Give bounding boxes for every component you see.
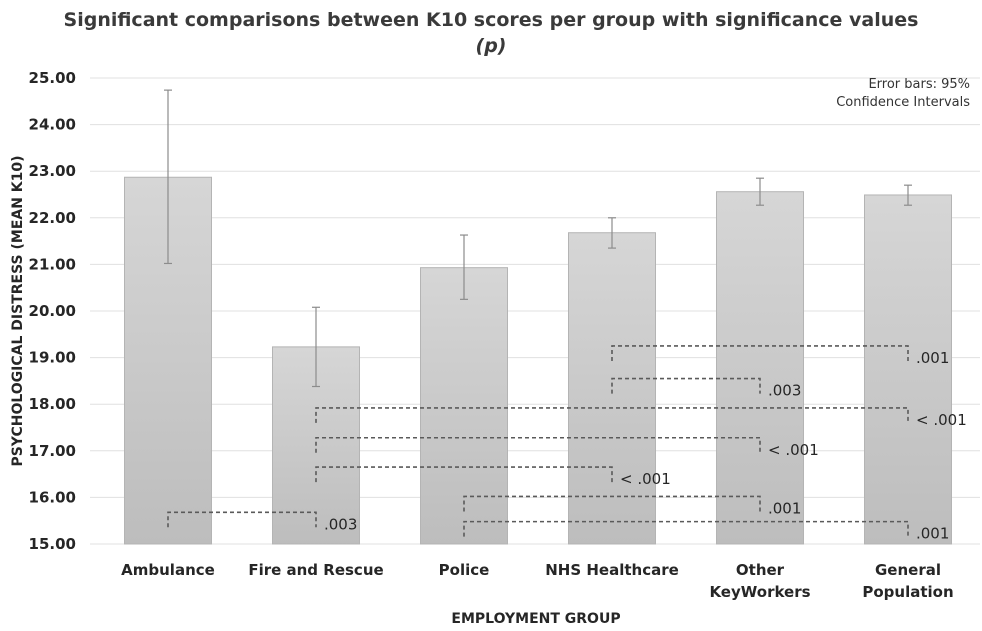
significance-label: < .001 xyxy=(620,470,671,488)
significance-bracket xyxy=(611,377,761,394)
x-axis-label: EMPLOYMENT GROUP xyxy=(451,611,620,627)
significance-bracket xyxy=(463,495,761,512)
significance-label: .003 xyxy=(768,382,801,400)
significance-label: < .001 xyxy=(916,411,967,429)
significance-bracket xyxy=(315,466,613,483)
gridlines xyxy=(90,77,980,545)
bar xyxy=(568,232,656,545)
y-tick-label: 19.00 xyxy=(29,349,76,367)
significance-bracket xyxy=(315,436,761,453)
y-tick-label: 18.00 xyxy=(29,395,76,413)
x-category-label: Population xyxy=(862,583,953,601)
x-category-label: Other xyxy=(736,561,785,579)
y-tick-label: 17.00 xyxy=(29,442,76,460)
x-category-label: Fire and Rescue xyxy=(248,561,383,579)
significance-label: .001 xyxy=(768,499,801,517)
x-category-label: NHS Healthcare xyxy=(545,561,679,579)
y-tick-label: 22.00 xyxy=(29,209,76,227)
y-tick-label: 24.00 xyxy=(29,116,76,134)
error-bars xyxy=(164,89,912,388)
bars xyxy=(124,176,952,545)
x-category-label: KeyWorkers xyxy=(709,583,810,601)
x-category-label: Ambulance xyxy=(121,561,215,579)
significance-brackets: .001 .003 < .001 < .001 < .001 .001 .003 .001 xyxy=(167,345,967,543)
y-tick-label: 23.00 xyxy=(29,162,76,180)
significance-bracket xyxy=(463,520,909,537)
significance-label: .001 xyxy=(916,349,949,367)
significance-bracket xyxy=(315,407,909,423)
x-category-label: General xyxy=(875,561,941,579)
x-category-label: Police xyxy=(439,561,490,579)
significance-bracket xyxy=(611,345,909,361)
chart-title: Significant comparisons between K10 scor… xyxy=(64,9,919,31)
significance-label: < .001 xyxy=(768,441,819,459)
y-tick-label: 16.00 xyxy=(29,488,76,506)
bar xyxy=(716,191,804,545)
y-tick-label: 15.00 xyxy=(29,535,76,553)
significance-label: .003 xyxy=(324,515,357,533)
significance-bracket xyxy=(167,511,317,528)
y-axis-label: PSYCHOLOGICAL DISTRESS (MEAN K10) xyxy=(10,155,26,466)
chart-title-symbol: (p) xyxy=(476,35,507,57)
error-bar-note-line-1: Error bars: 95% xyxy=(868,77,970,92)
category-labels: Ambulance Fire and Rescue Police NHS Health… xyxy=(121,561,953,601)
y-tick-label: 20.00 xyxy=(29,302,76,320)
significance-label: .001 xyxy=(916,525,949,543)
bar xyxy=(864,194,952,545)
y-tick-labels: 15.00 16.00 17.00 18.00 19.00 20.00 21.00 22.00… xyxy=(29,69,76,553)
bar xyxy=(420,267,508,545)
error-bar-note-line-2: Confidence Intervals xyxy=(836,95,970,110)
y-tick-label: 25.00 xyxy=(29,69,76,87)
y-tick-label: 21.00 xyxy=(29,255,76,273)
